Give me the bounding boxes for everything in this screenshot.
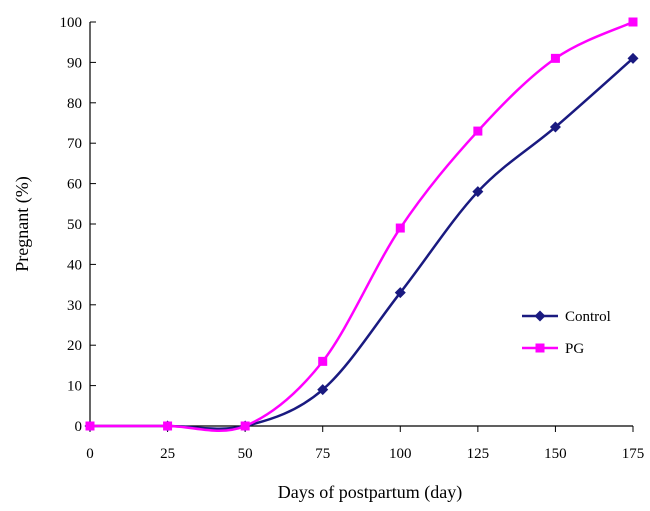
legend-marker-pg xyxy=(535,343,545,353)
data-point-pg xyxy=(628,17,638,27)
data-point-control xyxy=(627,52,639,64)
y-tick-label: 40 xyxy=(67,257,82,273)
legend-item-control: Control xyxy=(522,309,611,325)
x-tick-label: 175 xyxy=(622,446,645,462)
data-point-pg xyxy=(240,421,250,431)
data-point-pg xyxy=(163,421,173,431)
x-tick-label: 100 xyxy=(389,446,412,462)
axes: 0 10 20 30 40 50 60 70 80 90 100 0 25 50 75 100 125 150 17… xyxy=(60,15,645,462)
series-line-pg xyxy=(90,20,634,433)
y-tick-label: 10 xyxy=(67,379,82,395)
y-tick-label: 60 xyxy=(67,177,82,193)
y-tick-label: 100 xyxy=(60,15,83,31)
y-axis-title: Pregnant (%) xyxy=(12,176,33,271)
y-tick-label: 90 xyxy=(67,55,82,71)
y-tick-label: 50 xyxy=(67,217,82,233)
x-tick-label: 25 xyxy=(160,446,175,462)
data-point-pg xyxy=(85,421,95,431)
series-layer xyxy=(84,17,639,433)
data-point-control xyxy=(317,384,329,396)
data-point-pg xyxy=(473,126,483,136)
x-tick-label: 150 xyxy=(544,446,567,462)
y-tick-label: 70 xyxy=(67,136,82,152)
legend-label-control: Control xyxy=(565,309,611,325)
legend-label-pg: PG xyxy=(565,341,584,357)
x-axis-title: Days of postpartum (day) xyxy=(278,482,462,503)
x-tick-label: 75 xyxy=(315,446,330,462)
data-point-control xyxy=(472,186,484,198)
legend-marker-control xyxy=(534,310,546,322)
data-point-control xyxy=(549,121,561,133)
legend: Control PG xyxy=(522,309,611,357)
data-point-pg xyxy=(395,223,405,233)
y-tick-label: 20 xyxy=(67,338,82,354)
data-point-control xyxy=(394,287,406,299)
data-point-pg xyxy=(550,53,560,63)
series-line-control xyxy=(90,57,634,430)
y-tick-label: 80 xyxy=(67,96,82,112)
legend-item-pg: PG xyxy=(522,341,584,357)
x-tick-label: 125 xyxy=(467,446,490,462)
x-tick-label: 50 xyxy=(238,446,253,462)
series-pg xyxy=(85,17,638,433)
series-control xyxy=(84,52,639,432)
y-tick-label: 0 xyxy=(75,419,83,435)
x-tick-label: 0 xyxy=(86,446,94,462)
data-point-pg xyxy=(318,356,328,366)
y-tick-label: 30 xyxy=(67,298,82,314)
